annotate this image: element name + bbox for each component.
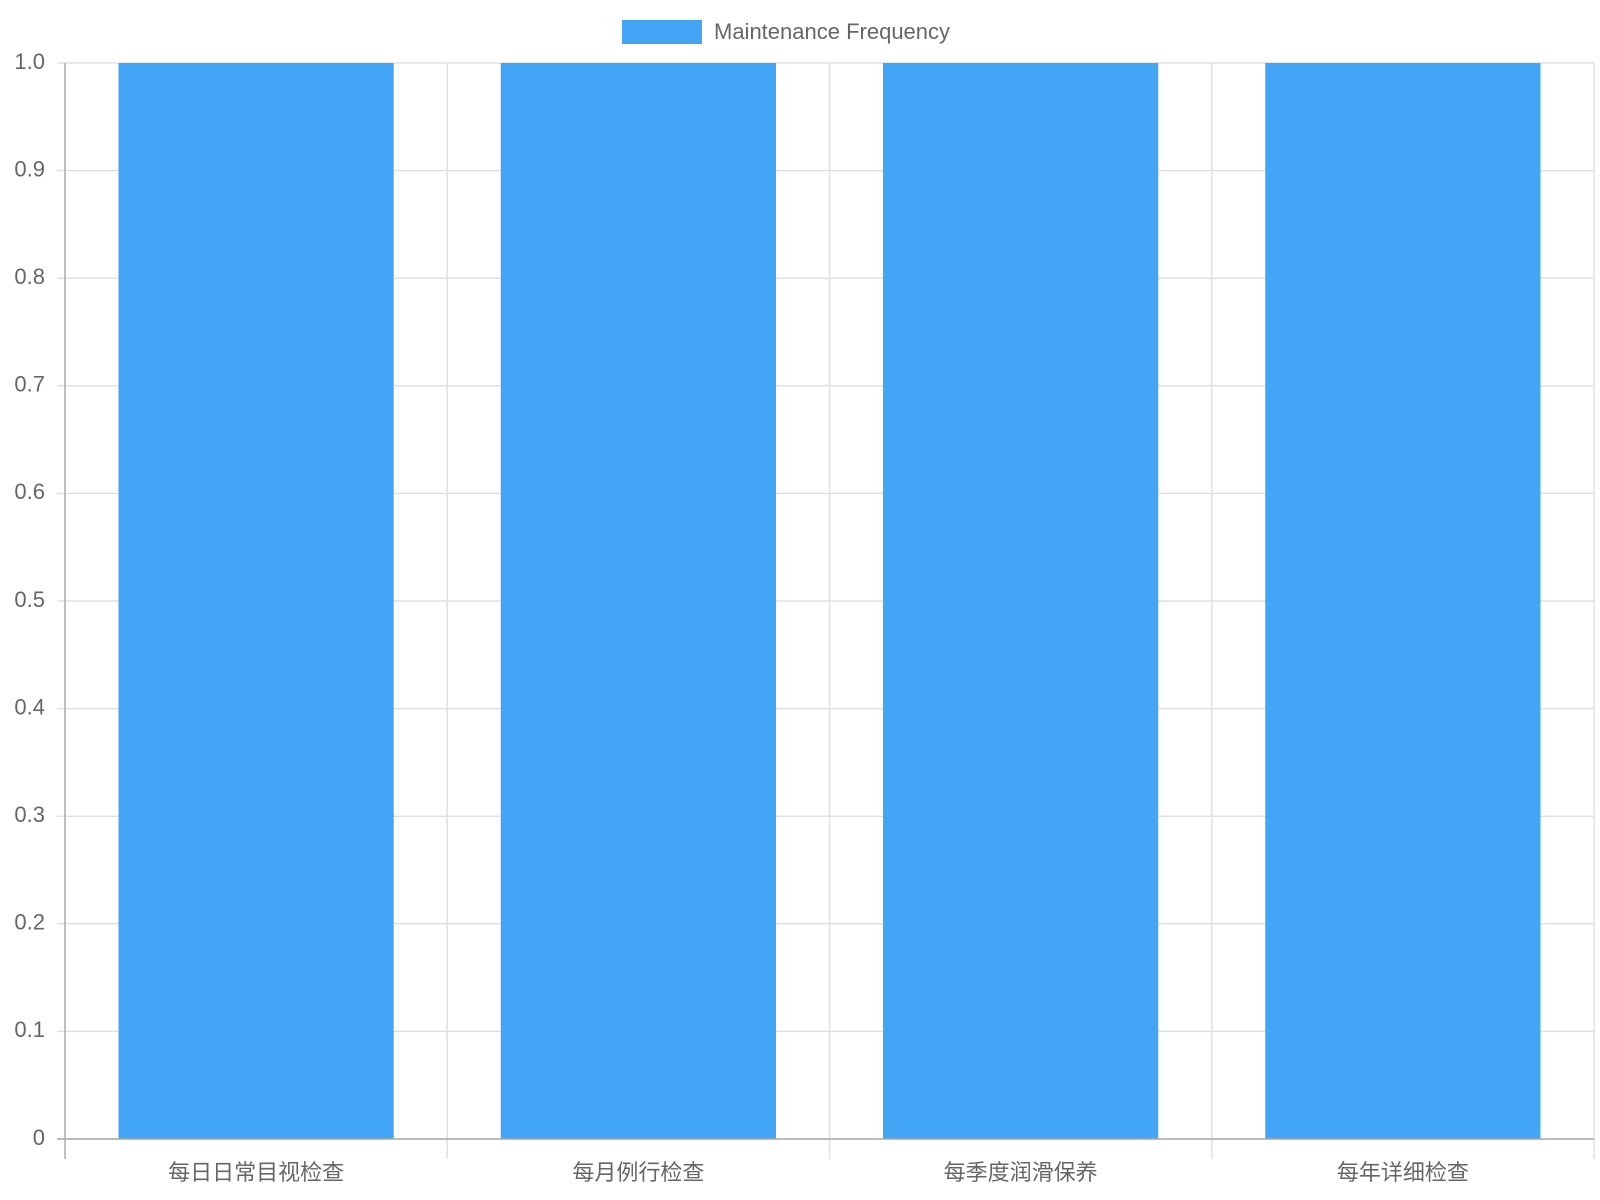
- legend-label: Maintenance Frequency: [714, 19, 950, 44]
- y-tick-label: 0.6: [14, 479, 45, 504]
- legend-swatch: [622, 20, 702, 44]
- bar: [500, 63, 776, 1139]
- y-tick-label: 0.3: [14, 802, 45, 827]
- y-tick-label: 0.4: [14, 694, 45, 719]
- y-tick-label: 1.0: [14, 49, 45, 74]
- y-tick-label: 0.2: [14, 910, 45, 935]
- y-tick-label: 0.7: [14, 372, 45, 397]
- bar: [118, 63, 394, 1139]
- x-tick-label: 每年详细检查: [1337, 1160, 1469, 1185]
- y-tick-label: 0.1: [14, 1017, 45, 1042]
- bar: [883, 63, 1159, 1139]
- bar: [1265, 63, 1541, 1139]
- y-tick-label: 0.8: [14, 264, 45, 289]
- y-tick-label: 0.9: [14, 156, 45, 181]
- y-tick-label: 0: [33, 1125, 45, 1150]
- x-tick-label: 每日日常目视检查: [168, 1160, 344, 1185]
- x-tick-label: 每季度润滑保养: [944, 1160, 1098, 1185]
- x-tick-label: 每月例行检查: [572, 1160, 704, 1185]
- y-tick-label: 0.5: [14, 587, 45, 612]
